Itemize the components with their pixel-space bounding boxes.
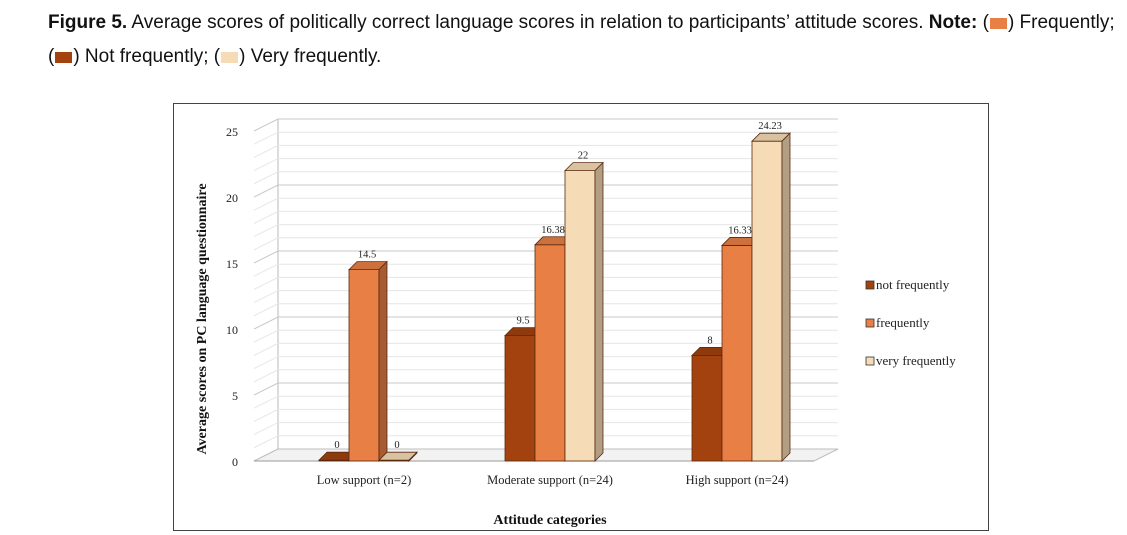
y-tick-label: 0 — [232, 455, 238, 469]
gridline — [253, 382, 838, 396]
gridline — [253, 184, 838, 198]
bar-side — [408, 451, 418, 462]
figure-caption: Figure 5. Average scores of politically … — [48, 12, 1115, 67]
bar-side — [594, 161, 604, 462]
gridline — [253, 210, 838, 224]
y-tick-label: 10 — [226, 323, 238, 337]
swatch-not-frequently — [55, 52, 73, 63]
bar-frequently-0 — [348, 260, 388, 462]
gridline — [253, 408, 838, 422]
caption-note-not-frequently: ) Not frequently; ( — [73, 46, 221, 67]
gridline — [253, 422, 838, 436]
legend-swatch — [865, 356, 875, 366]
gridline — [253, 356, 838, 370]
bar-side — [781, 132, 791, 462]
gridline — [253, 342, 838, 356]
gridline — [253, 369, 838, 383]
bar-very-frequently-2 — [751, 132, 791, 462]
bar-chart: 0 5 10 15 20 25 0 14.5 0 Low support (n=2) 9.5 16.… — [195, 118, 956, 528]
data-label: 16.33 — [728, 225, 752, 236]
data-label: 16.38 — [541, 225, 565, 236]
gridline — [253, 237, 838, 251]
bar-front — [348, 269, 380, 462]
x-tick-label: Low support (n=2) — [317, 473, 412, 487]
x-tick-label: Moderate support (n=24) — [487, 473, 613, 487]
bar-front — [534, 244, 566, 462]
gridline — [253, 435, 838, 449]
swatch-frequently — [989, 18, 1007, 29]
chart-frame: 0 5 10 15 20 25 0 14.5 0 Low support (n=2) 9.5 16.… — [173, 103, 989, 531]
bar-front — [691, 354, 723, 462]
gridline — [253, 224, 838, 238]
bar-front — [564, 170, 596, 462]
gridline — [253, 171, 838, 185]
x-axis-title: Attitude categories — [493, 513, 607, 528]
bar-front — [721, 245, 753, 462]
y-tick-label: 15 — [226, 257, 238, 271]
legend-label: not frequently — [876, 277, 950, 292]
gridline — [253, 158, 838, 172]
x-tick-label: High support (n=24) — [686, 473, 789, 487]
bar-side — [378, 260, 388, 462]
bar-front — [504, 335, 536, 462]
swatch-very-frequently — [221, 52, 239, 63]
gridline — [253, 131, 838, 145]
data-label: 0 — [334, 440, 339, 451]
gridline — [253, 144, 838, 158]
data-label: 8 — [707, 335, 712, 346]
bar-very-frequently-0 — [378, 451, 418, 462]
legend-label: frequently — [876, 315, 930, 330]
y-tick-label: 25 — [226, 125, 238, 139]
legend-swatch — [865, 280, 875, 290]
gridline — [253, 118, 838, 132]
gridline — [253, 276, 838, 290]
legend-label: very frequently — [876, 353, 956, 368]
data-label: 22 — [578, 151, 589, 162]
gridline — [253, 329, 838, 343]
caption-note-very-frequently: ) Very frequently. — [239, 46, 382, 67]
data-label: 14.5 — [358, 250, 376, 261]
gridline — [253, 395, 838, 409]
data-label: 9.5 — [516, 316, 529, 327]
data-label: 24.23 — [758, 121, 782, 132]
data-label: 0 — [394, 440, 399, 451]
y-axis-title: Average scores on PC language questionna… — [195, 183, 210, 454]
gridline — [253, 197, 838, 211]
gridline — [253, 303, 838, 317]
caption-note-label: Note: — [928, 12, 978, 33]
caption-text: Average scores of politically correct la… — [131, 12, 924, 33]
caption-figure-label: Figure 5. — [48, 12, 128, 33]
y-tick-label: 5 — [232, 389, 238, 403]
bar-front — [751, 140, 783, 462]
gridline — [253, 316, 838, 330]
bar-very-frequently-1 — [564, 161, 604, 462]
gridline — [253, 263, 838, 277]
legend-swatch — [865, 318, 875, 328]
caption-note-frequently: ) Frequently; ( — [48, 12, 1115, 67]
y-tick-label: 20 — [226, 191, 238, 205]
gridline — [253, 290, 838, 304]
gridline — [253, 250, 838, 264]
